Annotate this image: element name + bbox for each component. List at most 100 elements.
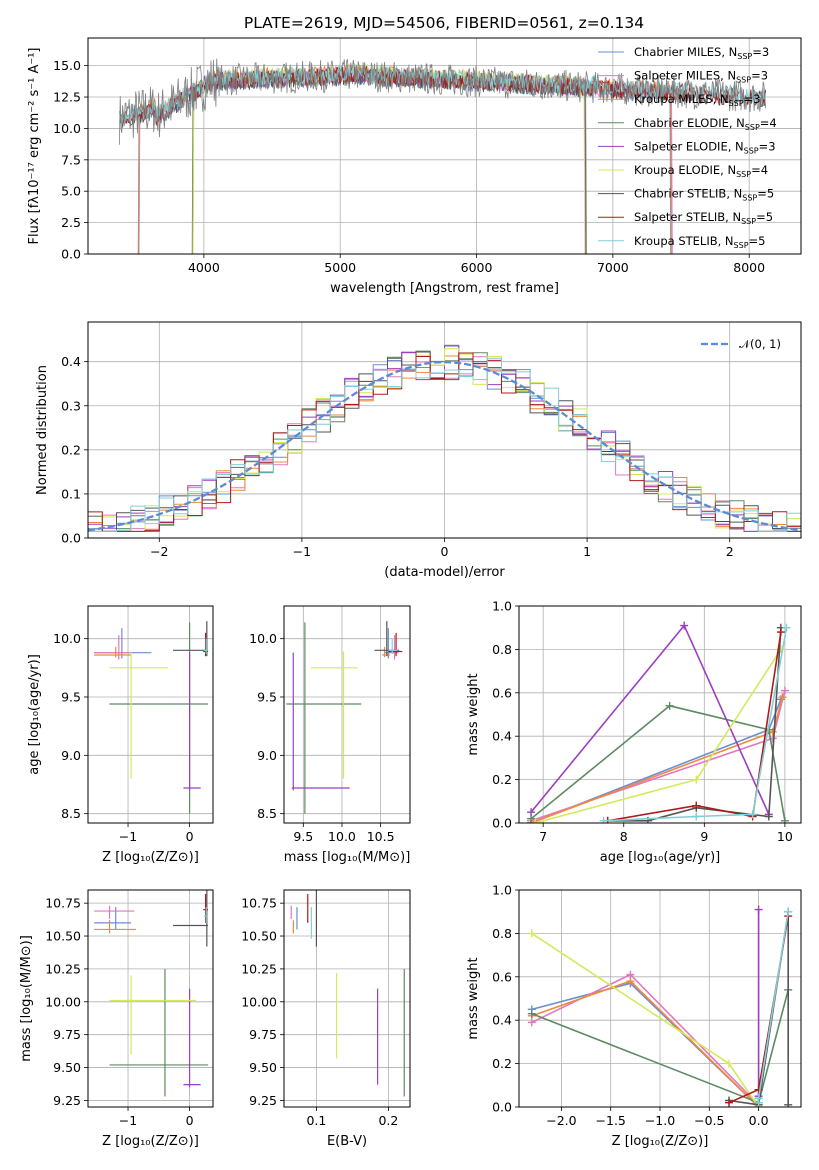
axes-mass_vs_Z: −1 0 9.25 9.50 9.75 10.00 10.25 10.50 10.75 Z [lo… bbox=[19, 889, 214, 1149]
plus-marker bbox=[764, 812, 773, 821]
x-tick-label: 10.5 bbox=[367, 829, 395, 844]
histogram-step bbox=[88, 351, 801, 532]
x-axis-label: mass [log₁₀(M/M⊙)] bbox=[284, 850, 411, 865]
axes-frame bbox=[87, 889, 214, 1108]
plus-marker bbox=[626, 977, 635, 986]
y-tick-label: 9.50 bbox=[249, 1060, 277, 1075]
legend-subscript: SSP bbox=[741, 217, 756, 226]
y-tick-label: 9.0 bbox=[257, 748, 277, 763]
plot-area bbox=[118, 58, 767, 254]
y-tick-label: 9.5 bbox=[61, 690, 81, 705]
x-axis-label: Z [log₁₀(Z/Z⊙)] bbox=[612, 1134, 709, 1149]
plot-area bbox=[290, 890, 405, 1097]
x-axis-label: age [log₁₀(age/yr)] bbox=[600, 850, 721, 865]
plus-marker bbox=[748, 810, 757, 819]
observed-spectrum bbox=[119, 58, 766, 145]
x-tick-label: 10.0 bbox=[328, 829, 356, 844]
x-tick-label: 0.1 bbox=[306, 1113, 326, 1128]
plus-marker bbox=[527, 1009, 536, 1018]
x-tick-label: 0 bbox=[186, 1113, 194, 1128]
y-tick-label: 9.25 bbox=[249, 1093, 277, 1108]
legend-label: Chabrier ELODIE, NSSP=4 bbox=[634, 116, 777, 132]
x-tick-label: −1 bbox=[119, 829, 137, 844]
plus-marker bbox=[778, 693, 787, 702]
y-tick-label: 8.5 bbox=[61, 806, 81, 821]
axes-frame bbox=[283, 605, 411, 824]
y-tick-label: 9.5 bbox=[257, 690, 277, 705]
histogram-step bbox=[88, 348, 801, 532]
plus-marker bbox=[665, 701, 674, 710]
series-line bbox=[530, 704, 786, 821]
plot-area bbox=[94, 621, 209, 814]
plus-marker bbox=[754, 1085, 763, 1094]
legend-label: Salpeter MILES, NSSP=3 bbox=[634, 69, 768, 85]
plus-marker bbox=[692, 801, 701, 810]
legend-value: =5 bbox=[757, 187, 774, 201]
x-tick-label: 10 bbox=[777, 829, 793, 844]
legend-value: =3 bbox=[744, 92, 761, 106]
y-tick-label: 8.5 bbox=[257, 806, 277, 821]
plot-area bbox=[286, 621, 403, 814]
y-tick-label: 10.50 bbox=[241, 929, 277, 944]
y-tick-label: 12.5 bbox=[53, 90, 81, 105]
y-tick-label: 0.1 bbox=[61, 486, 81, 501]
y-tick-label: 10.00 bbox=[241, 994, 277, 1009]
y-axis-label: mass weight bbox=[466, 957, 481, 1039]
plot-area bbox=[527, 905, 793, 1107]
plus-marker bbox=[784, 1100, 793, 1107]
legend-subscript: SSP bbox=[736, 76, 751, 85]
plus-marker bbox=[692, 812, 701, 821]
x-axis-label: wavelength [Angstrom, rest frame] bbox=[330, 281, 559, 296]
legend-value: =5 bbox=[756, 210, 773, 224]
legend-subscript: SSP bbox=[729, 99, 744, 108]
x-tick-label: 4000 bbox=[188, 260, 220, 275]
legend-subscript: SSP bbox=[745, 123, 760, 132]
axes-spectrum: 4000 5000 6000 7000 8000 0.0 2.5 5.0 7.5 10.0 12.5… bbox=[27, 37, 802, 296]
y-tick-label: 9.50 bbox=[53, 1060, 81, 1075]
y-tick-label: 15.0 bbox=[53, 58, 81, 73]
x-tick-label: −2.0 bbox=[546, 1113, 576, 1128]
y-tick-label: 9.75 bbox=[53, 1027, 81, 1042]
legend-value: =5 bbox=[749, 234, 766, 248]
legend-value: =4 bbox=[760, 116, 777, 130]
plus-marker bbox=[754, 1094, 763, 1103]
x-tick-label: 0 bbox=[441, 544, 449, 559]
axes-frame bbox=[518, 605, 802, 824]
plus-marker bbox=[680, 621, 689, 630]
histogram-step bbox=[88, 352, 801, 532]
plus-marker bbox=[531, 819, 540, 823]
x-tick-label: 1 bbox=[583, 544, 591, 559]
legend-value: =3 bbox=[759, 139, 776, 153]
figure-title: PLATE=2619, MJD=54506, FIBERID=0561, z=0… bbox=[244, 14, 644, 32]
plot-area bbox=[88, 344, 801, 532]
y-tick-label: 1.0 bbox=[492, 883, 512, 898]
x-axis-label: Z [log₁₀(Z/Z⊙)] bbox=[102, 1134, 199, 1149]
x-tick-label: −0.5 bbox=[694, 1113, 724, 1128]
x-tick-label: 0.0 bbox=[749, 1113, 769, 1128]
axes-age_vs_Z: −1 0 8.5 9.0 9.5 10.0 Z [log₁₀(Z/Z⊙)] age [log₁… bbox=[27, 605, 214, 865]
x-tick-label: 9.5 bbox=[293, 829, 313, 844]
axes-frame bbox=[87, 321, 802, 539]
plus-marker bbox=[599, 816, 608, 823]
x-tick-label: −1.0 bbox=[645, 1113, 675, 1128]
legend-label: Chabrier STELIB, NSSP=5 bbox=[634, 187, 774, 203]
y-tick-label: 10.75 bbox=[241, 896, 277, 911]
y-tick-label: 2.5 bbox=[61, 215, 81, 230]
x-tick-label: 9 bbox=[700, 829, 708, 844]
legend-subscript: SSP bbox=[744, 146, 759, 155]
x-tick-label: −2 bbox=[150, 544, 168, 559]
plus-marker bbox=[725, 1098, 734, 1107]
legend-subscript: SSP bbox=[737, 52, 752, 61]
series-line bbox=[607, 627, 782, 822]
y-tick-label: 0.6 bbox=[492, 685, 512, 700]
y-axis-label: mass [log₁₀(M/M⊙)] bbox=[19, 935, 34, 1062]
series-line bbox=[118, 62, 767, 123]
y-tick-label: 1.0 bbox=[492, 599, 512, 614]
y-tick-label: 0.0 bbox=[492, 816, 512, 831]
y-tick-label: 0.0 bbox=[61, 247, 81, 262]
plus-marker bbox=[782, 623, 791, 632]
series-line bbox=[531, 982, 760, 1107]
axes-weight_vs_Z: −2.0 −1.5 −1.0 −0.5 0.0 0.0 0.2 0.4 0.6 0.8 1.0 Z [… bbox=[466, 883, 802, 1149]
axes-age_vs_mass: 9.5 10.0 10.5 8.5 9.0 9.5 10.0 mass [log₁₀(M/M⊙… bbox=[249, 605, 411, 865]
legend-label: 𝒩(0, 1) bbox=[739, 337, 781, 351]
